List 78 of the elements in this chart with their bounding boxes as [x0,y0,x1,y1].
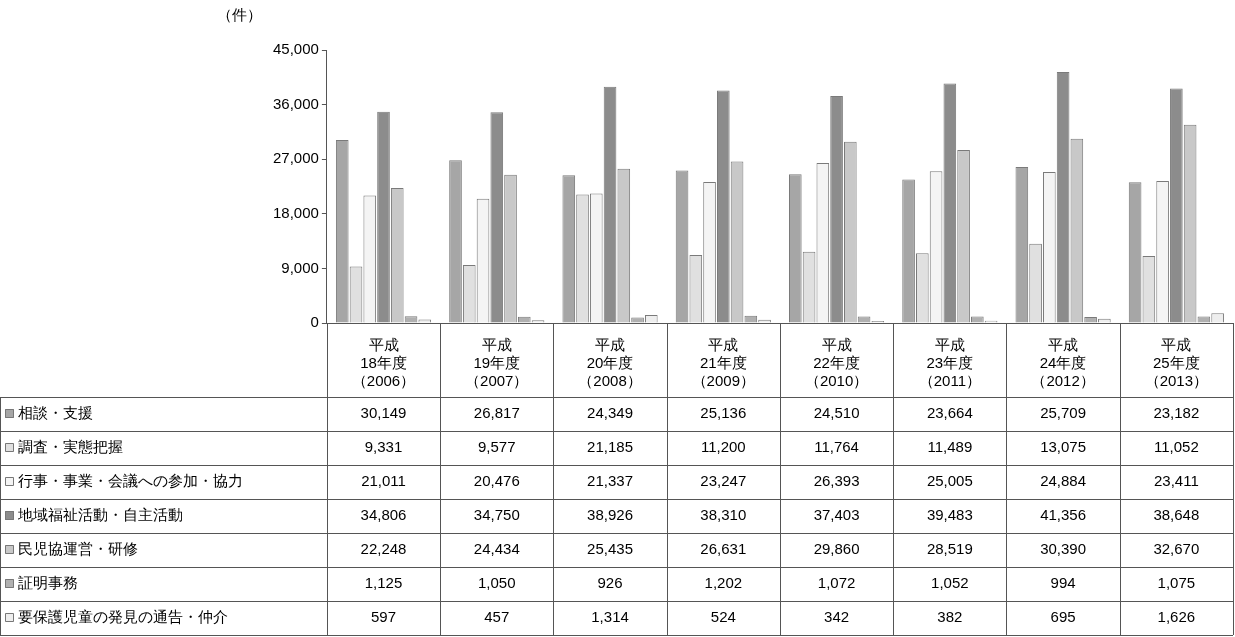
data-label: 23,182 [1153,404,1200,422]
legend-label: 相談・支援 [18,404,93,422]
y-axis-title: （件） [216,6,262,25]
data-label: 9,331 [364,438,403,456]
data-label: 24,510 [813,404,860,422]
data-label: 38,310 [700,506,747,524]
data-label: 26,393 [813,472,860,490]
data-label: 9,577 [478,438,516,456]
data-label: 1,052 [931,574,969,592]
y-tick-label: 45,000 [272,40,319,58]
data-label: 11,200 [700,438,746,456]
data-label: 24,434 [473,540,520,558]
data-label: 30,390 [1040,540,1087,558]
y-tick-label: 0 [310,313,319,331]
data-label: 382 [937,608,963,626]
data-label: 25,005 [926,472,973,490]
data-label: 1,202 [704,574,743,592]
data-label: 23,411 [1153,472,1199,490]
data-label: 41,356 [1040,506,1087,524]
data-label: 457 [484,608,510,626]
x-tick-label: 平成23年度（2011） [918,336,981,390]
data-label: 24,884 [1040,472,1087,490]
data-label: 38,926 [587,506,633,524]
x-tick-label: 平成24年度（2012） [1031,336,1095,390]
data-label: 29,860 [813,540,860,558]
data-label: 26,817 [473,404,520,422]
data-label: 25,136 [700,404,747,422]
data-label: 1,075 [1157,574,1196,592]
x-tick-label: 平成25年度（2013） [1144,336,1209,390]
data-label: 11,489 [927,438,973,456]
data-label: 21,185 [587,438,633,456]
data-label: 38,648 [1153,506,1200,524]
data-label: 524 [710,608,736,626]
data-label: 32,670 [1153,540,1200,558]
y-tick-label: 18,000 [272,203,319,221]
x-tick-label: 平成22年度（2010） [804,336,869,390]
legend-label: 民児協運営・研修 [18,540,138,558]
data-label: 13,075 [1040,438,1087,456]
data-label: 24,349 [587,404,633,422]
y-tick-label: 9,000 [281,258,319,276]
data-label: 23,247 [700,472,747,490]
x-tick-label: 平成21年度（2009） [691,336,755,390]
legend-label: 要保護児童の発見の通告・仲介 [18,608,228,626]
x-tick-label: 平成20年度（2008） [578,336,642,390]
data-label: 342 [824,608,850,626]
data-label: 695 [1050,608,1076,626]
data-label: 1,050 [478,574,516,592]
data-label: 1,072 [817,574,856,592]
data-label: 22,248 [360,540,407,558]
data-label: 994 [1050,574,1076,592]
data-label: 21,011 [361,472,406,490]
data-label: 34,806 [360,506,407,524]
data-label: 25,435 [587,540,633,558]
data-label: 30,149 [360,404,407,422]
legend-label: 行事・事業・会議への参加・協力 [18,472,243,490]
data-label: 21,337 [587,472,633,490]
data-label: 1,314 [591,608,629,626]
data-label: 26,631 [700,540,747,558]
data-label: 11,052 [1153,438,1199,456]
data-label: 37,403 [813,506,860,524]
legend-label: 証明事務 [18,574,78,592]
x-tick-label: 平成18年度（2006） [351,336,416,390]
data-label: 34,750 [473,506,520,524]
data-label: 926 [597,574,623,592]
data-label: 1,125 [364,574,403,592]
data-label: 20,476 [473,472,520,490]
legend-label: 調査・実態把握 [18,438,123,456]
data-label: 28,519 [926,540,973,558]
data-label: 25,709 [1040,404,1087,422]
legend-label: 地域福祉活動・自主活動 [17,506,183,524]
data-label: 11,764 [814,438,859,456]
data-label: 1,626 [1157,608,1196,626]
x-tick-label: 平成19年度（2007） [465,336,529,390]
data-label: 39,483 [926,506,973,524]
data-label: 597 [371,608,397,626]
y-tick-label: 27,000 [272,149,319,167]
data-label: 23,664 [926,404,973,422]
y-tick-label: 36,000 [272,94,319,112]
